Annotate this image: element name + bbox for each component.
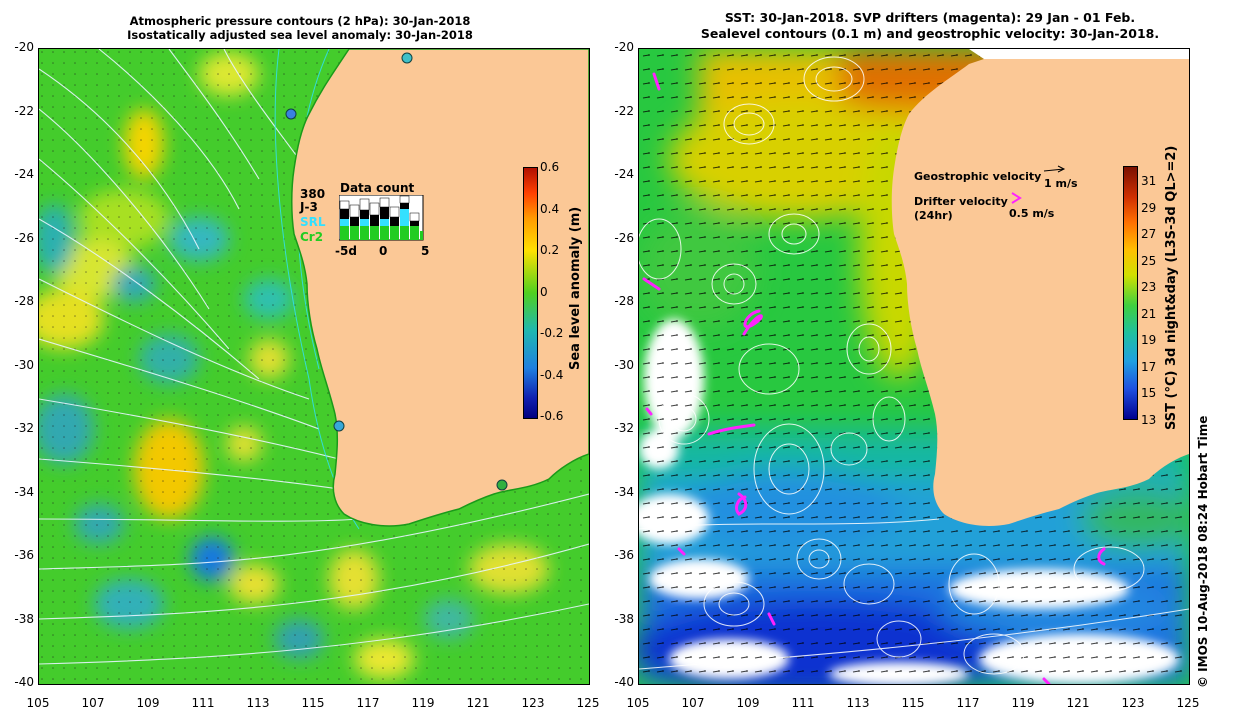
sst-colorbar-tick: 31: [1141, 174, 1157, 188]
geostrophic-scale-arrow: [1043, 165, 1066, 173]
left-y-tick: -32: [14, 421, 34, 435]
right-x-tick: 117: [956, 696, 980, 710]
right-y-tick: -40: [614, 675, 634, 689]
drifter-scale-arrow: [1011, 192, 1022, 204]
sst-colorbar-tick: 27: [1141, 227, 1157, 241]
right-y-tick: -30: [614, 357, 634, 372]
left-title-line2: Isostatically adjusted sea level anomaly…: [127, 28, 473, 42]
right-title-line2: Sealevel contours (0.1 m) and geostrophi…: [700, 26, 1160, 41]
left-x-tick: 119: [411, 696, 435, 710]
right-y-tick: -26: [614, 230, 634, 245]
right-y-tick: -22: [614, 103, 634, 118]
australia-land: [291, 49, 589, 527]
imos-credit: © IMOS 10-Aug-2018 08:24 Hobart Time: [1196, 415, 1210, 688]
left-y-tick: -34: [14, 484, 34, 499]
left-y-tick: -20: [14, 40, 34, 54]
right-y-tick: -34: [614, 484, 634, 499]
data-count-legend-380: 380: [300, 187, 326, 201]
right-y-tick: -20: [614, 40, 634, 54]
right-x-tick: 111: [791, 696, 815, 710]
left-y-tick: -26: [14, 230, 34, 245]
sla-colorbar-tick: 0.6: [540, 160, 560, 174]
tide-gauges: [285, 52, 508, 491]
left-x-tick: 121: [466, 696, 490, 710]
right-x-tick: 123: [1121, 696, 1145, 710]
left-y-tick: -28: [14, 294, 34, 308]
right-y-tick: -28: [614, 294, 634, 308]
right-x-tick: 125: [1176, 696, 1200, 710]
geostrophic-velocity-label: Geostrophic velocity: [914, 170, 1042, 183]
left-y-tick: -36: [14, 548, 34, 562]
drifter-scale-label: 0.5 m/s: [1009, 207, 1055, 220]
left-x-tick: 125: [576, 696, 600, 710]
sla-colorbar-tick: 0: [540, 284, 548, 299]
sst-colorbar: [1123, 166, 1138, 420]
right-x-tick: 105: [626, 696, 650, 710]
sst-colorbar-tick: 15: [1141, 386, 1157, 400]
right-title-line1: SST: 30-Jan-2018. SVP drifters (magenta)…: [724, 10, 1136, 25]
right-x-tick: 107: [681, 696, 705, 710]
left-x-tick: 111: [191, 696, 215, 710]
right-y-tick: -38: [614, 611, 634, 626]
left-x-tick: 113: [246, 696, 270, 710]
geostrophic-scale-label: 1 m/s: [1044, 177, 1078, 190]
sst-colorbar-tick: 17: [1141, 359, 1157, 374]
sla-colorbar: [523, 167, 538, 419]
data-count-legend-cr2: Cr2: [300, 230, 324, 244]
land-top-strip: [969, 49, 1189, 59]
right-x-tick: 113: [846, 696, 870, 710]
left-y-tick: -38: [14, 611, 34, 626]
sla-colorbar-tick: -0.6: [540, 409, 564, 423]
left-y-tick: -24: [14, 167, 34, 181]
left-map-panel: [38, 48, 590, 685]
data-count-tick-minus5: -5d: [335, 244, 357, 258]
right-y-tick: -36: [614, 548, 634, 562]
right-y-tick: -24: [614, 167, 634, 181]
sst-colorbar-label: SST (°C) 3d night&day (L3S-3d QL>=2): [1164, 145, 1179, 430]
sst-colorbar-tick: 13: [1141, 412, 1157, 427]
pressure-contours: [39, 49, 589, 665]
sst-colorbar-tick: 19: [1141, 333, 1157, 347]
left-y-tick: -22: [14, 103, 34, 118]
svp-drifter-tracks: [642, 72, 1106, 684]
sst-colorbar-tick: 21: [1141, 306, 1157, 321]
data-count-bars: [339, 195, 424, 241]
sea-level-anomaly-map: [39, 49, 589, 684]
left-x-tick: 115: [301, 696, 325, 710]
left-x-tick: 105: [26, 696, 50, 710]
left-title-line1: Atmospheric pressure contours (2 hPa): 3…: [129, 14, 471, 28]
left-x-tick: 123: [521, 696, 545, 710]
sla-colorbar-tick: -0.2: [540, 326, 564, 340]
right-x-tick: 119: [1011, 696, 1035, 710]
sst-colorbar-tick: 23: [1141, 280, 1157, 294]
data-count-legend-j3: J-3: [300, 200, 318, 214]
data-count-legend-srl: SRL: [300, 215, 326, 229]
data-count-tick-0: 0: [379, 244, 388, 258]
sla-colorbar-tick: 0.4: [540, 201, 560, 216]
sla-colorbar-tick: -0.4: [540, 367, 564, 382]
sst-colorbar-tick: 29: [1141, 200, 1157, 215]
drifter-velocity-label-24hr: (24hr): [914, 209, 953, 222]
drifter-velocity-label: Drifter velocity: [914, 195, 1008, 208]
data-count-inset: 380 J-3 SRL Cr2 Data count -5d 0 5: [295, 180, 435, 260]
left-y-tick: -30: [14, 357, 34, 372]
data-count-title: Data count: [340, 181, 415, 195]
left-x-tick: 117: [356, 696, 380, 710]
sst-map: [639, 49, 1189, 684]
australia-land-sst: [891, 59, 1189, 526]
right-x-tick: 115: [901, 696, 925, 710]
right-y-tick: -32: [614, 421, 634, 435]
data-count-tick-5: 5: [421, 244, 430, 258]
right-map-panel: Geostrophic velocity 1 m/s Drifter veloc…: [638, 48, 1190, 685]
sla-colorbar-tick: 0.2: [540, 243, 560, 257]
sealevel-contours: [639, 56, 1189, 675]
left-y-tick: -40: [14, 675, 34, 689]
right-x-tick: 109: [736, 696, 760, 710]
sla-colorbar-label: Sea level anomaly (m): [568, 206, 583, 370]
left-x-tick: 109: [136, 696, 160, 710]
sst-colorbar-tick: 25: [1141, 253, 1157, 268]
right-x-tick: 121: [1066, 696, 1090, 710]
left-x-tick: 107: [81, 696, 105, 710]
